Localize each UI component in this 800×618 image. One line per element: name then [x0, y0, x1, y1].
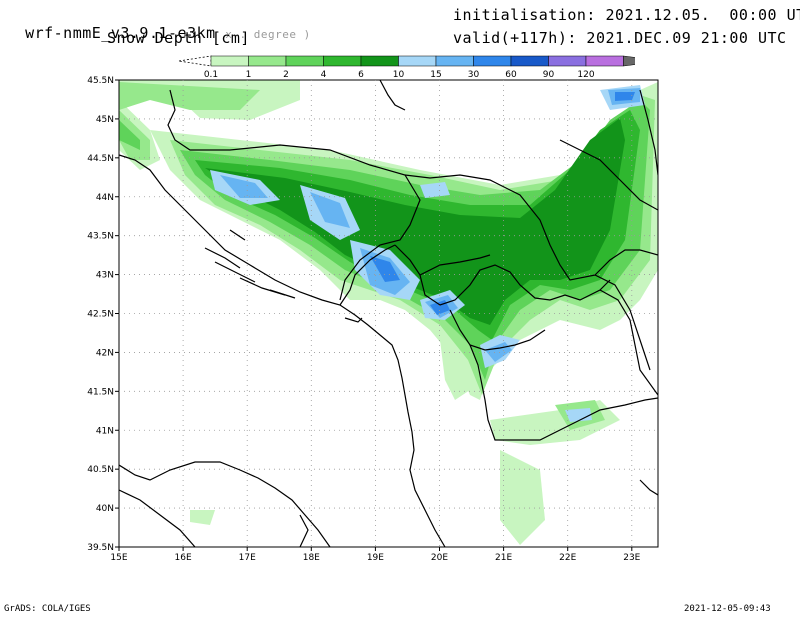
legend-label: 10	[393, 70, 405, 79]
x-tick-label: 21E	[495, 553, 512, 563]
y-tick-label: 44.5N	[87, 154, 114, 164]
x-tick-label: 18E	[303, 553, 320, 563]
x-tick-label: 22E	[559, 553, 576, 563]
legend-label: 15	[430, 70, 441, 79]
model-title: wrf-nmmE_v3.9.1-e3km x . degree )	[6, 6, 311, 42]
legend-label: 1	[246, 70, 252, 79]
initialisation-time: initialisation: 2021.12.05. 00:00 UTC	[453, 6, 800, 24]
valid-time: valid(+117h): 2021.DEC.09 21:00 UTC	[453, 29, 787, 47]
y-tick-label: 42N	[96, 348, 114, 358]
y-tick-label: 44N	[96, 193, 114, 203]
legend-label: 6	[358, 70, 364, 79]
y-tick-label: 43.5N	[87, 232, 114, 242]
x-tick-label: 17E	[239, 553, 256, 563]
y-tick-label: 40.5N	[87, 465, 114, 475]
legend-label: 30	[468, 70, 480, 79]
units-hint: x . degree )	[225, 28, 311, 41]
y-tick-label: 41.5N	[87, 387, 114, 397]
y-tick-label: 42.5N	[87, 310, 114, 320]
legend-label: 2	[283, 70, 289, 79]
legend-label: 60	[505, 70, 517, 79]
legend-label: 0.1	[204, 70, 218, 79]
x-tick-label: 15E	[110, 553, 127, 563]
legend-label: 120	[577, 70, 594, 79]
y-tick-label: 41N	[96, 426, 114, 436]
colorbar-legend: 0.1 1 2 4 6 10 15 30 60 90 120	[178, 55, 635, 79]
x-tick-label: 23E	[623, 553, 640, 563]
model-name: wrf-nmmE_v3.9.1-e3km	[25, 24, 216, 42]
software-credit: GrADS: COLA/IGES	[4, 604, 91, 614]
x-tick-label: 20E	[431, 553, 448, 563]
snow-level-6	[205, 118, 625, 325]
legend-label: 90	[543, 70, 555, 79]
snow-field	[119, 80, 658, 545]
x-tick-label: 19E	[367, 553, 384, 563]
y-tick-label: 40N	[96, 504, 114, 514]
legend-label: 4	[321, 70, 327, 79]
field-title: Snow Depth [cm]	[107, 29, 250, 47]
x-tick-label: 16E	[175, 553, 192, 563]
y-tick-label: 43N	[96, 271, 114, 281]
y-tick-label: 45.5N	[87, 76, 114, 86]
y-tick-label: 39.5N	[87, 543, 114, 553]
coastlines-borders	[119, 80, 658, 547]
y-tick-label: 45N	[96, 115, 114, 125]
plot-timestamp: 2021-12-05-09:43	[684, 604, 771, 614]
legend-overflow-triangle	[623, 55, 635, 67]
